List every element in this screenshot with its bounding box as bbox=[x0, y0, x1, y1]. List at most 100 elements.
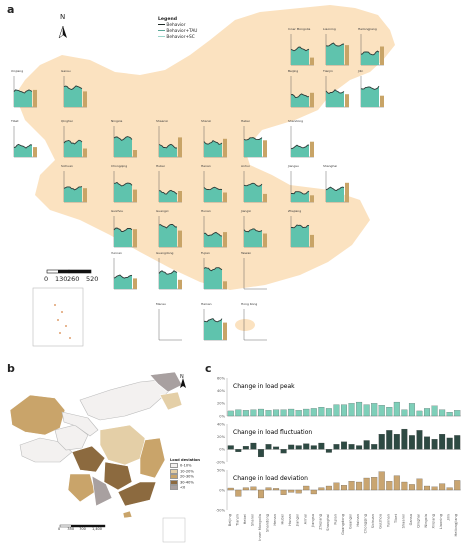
mini-chart-plot bbox=[158, 258, 182, 290]
map-b-legend-label: 20-30% bbox=[180, 474, 194, 479]
bar bbox=[265, 487, 272, 491]
mini-chart-area-sc bbox=[244, 183, 262, 202]
map-b-north-label: N bbox=[180, 374, 184, 380]
mini-chart-fujian: Fujian bbox=[200, 251, 231, 292]
bar-chart-x-tick: Hubei bbox=[281, 514, 285, 524]
mini-chart-shanxi: Shanxi bbox=[200, 119, 231, 160]
mini-chart-title: Chongqing bbox=[111, 164, 128, 168]
bar bbox=[257, 449, 264, 458]
mini-chart-xinjiang: Xinjiang bbox=[10, 69, 41, 110]
mini-chart-title: Hubei bbox=[156, 164, 165, 168]
mini-chart-beijing: Beijing bbox=[287, 69, 318, 110]
mini-chart-plot bbox=[243, 171, 267, 203]
bar bbox=[348, 481, 355, 491]
mini-chart-bar bbox=[310, 57, 314, 65]
scale-bar bbox=[46, 269, 92, 274]
bar bbox=[341, 485, 347, 491]
mini-chart-area-sc bbox=[326, 89, 344, 107]
mini-chart-area-sc bbox=[114, 182, 132, 202]
mini-chart-plot bbox=[113, 258, 137, 290]
mini-chart-area-sc bbox=[114, 228, 132, 247]
mini-chart-area-sc bbox=[204, 187, 222, 202]
mini-chart-line-behavior bbox=[325, 42, 345, 47]
bar-chart-x-tick: Shanghai bbox=[326, 514, 330, 531]
mini-chart-bar bbox=[83, 91, 87, 107]
mini-chart-plot bbox=[203, 171, 227, 203]
bar-chart-x-tick: Hunan bbox=[288, 514, 292, 526]
mini-chart-plot bbox=[325, 171, 349, 203]
mini-chart-yunnan: Yunnan bbox=[110, 251, 141, 292]
bar-chart-x-tick: Shaanxi bbox=[401, 514, 405, 528]
bar-chart-x-tick: Jiangxi bbox=[296, 514, 300, 527]
bar-chart-x-tick: Tianjin bbox=[235, 514, 239, 527]
bar bbox=[227, 487, 234, 491]
bar bbox=[363, 404, 370, 417]
bar-chart-x-tick: Shandong bbox=[266, 514, 270, 532]
province-jilin-liaoning bbox=[159, 391, 183, 411]
bar-chart-x-tick: Jilin bbox=[447, 514, 451, 521]
bar bbox=[356, 481, 363, 491]
mini-chart-line-behavior bbox=[113, 136, 133, 141]
mini-chart-bar bbox=[380, 46, 384, 65]
mini-chart-plot bbox=[243, 126, 267, 158]
mini-chart-title: Xinjiang bbox=[11, 69, 24, 73]
bar bbox=[446, 437, 453, 450]
mini-chart-plot bbox=[290, 126, 314, 158]
mini-chart-shanghai: Shanghai bbox=[322, 164, 353, 205]
mini-chart-plot bbox=[243, 258, 267, 290]
mini-chart-bar bbox=[83, 188, 87, 202]
mini-chart-axes bbox=[158, 309, 182, 341]
mini-chart-title: Hainan bbox=[201, 302, 212, 306]
map-b-legend-item: 20-30% bbox=[170, 474, 200, 480]
mini-chart-title: Jiangxi bbox=[241, 209, 251, 213]
mini-chart-bar bbox=[223, 192, 227, 202]
mini-chart-bar bbox=[133, 150, 137, 157]
bar-chart-y-tick: 20% bbox=[217, 435, 226, 439]
map-b-inset bbox=[162, 517, 186, 543]
bar bbox=[439, 434, 446, 450]
mini-chart-bar bbox=[178, 191, 182, 202]
bar bbox=[310, 489, 317, 495]
mini-chart-title: Hebei bbox=[241, 119, 250, 123]
mini-chart-area-sc bbox=[14, 89, 32, 107]
mini-chart-bar bbox=[178, 137, 182, 157]
mini-chart-title: Liaoning bbox=[323, 27, 336, 31]
bar bbox=[401, 409, 408, 417]
mini-chart-plot bbox=[158, 126, 182, 158]
mini-chart-line-behavior bbox=[203, 140, 223, 145]
mini-chart-plot bbox=[158, 171, 182, 203]
bar-chart-y-tick: -50% bbox=[216, 508, 226, 512]
bar-chart-x-tick: Hainan bbox=[356, 514, 360, 527]
bar-chart-y-tick: -20% bbox=[216, 460, 226, 464]
mini-chart-bar bbox=[263, 193, 267, 202]
mini-chart-area-sc bbox=[361, 51, 379, 65]
mini-chart-title: Ningxia bbox=[111, 119, 123, 123]
map-b-legend-swatch bbox=[170, 463, 178, 468]
mini-chart-title: Yunnan bbox=[111, 251, 122, 255]
province-sichuan bbox=[71, 445, 106, 473]
bar bbox=[295, 445, 302, 450]
mini-chart-plot bbox=[63, 76, 87, 108]
bar-chart-x-tick: Inner Mongolia bbox=[258, 514, 262, 541]
bar bbox=[250, 409, 257, 417]
mini-chart-title: Shandong bbox=[288, 119, 304, 123]
bar-chart-y-tick: 50% bbox=[217, 468, 226, 472]
south-sea-islands bbox=[54, 304, 71, 339]
mini-chart-ningxia: Ningxia bbox=[110, 119, 141, 160]
north-label: N bbox=[60, 13, 66, 21]
bar bbox=[288, 444, 295, 450]
mini-chart-line-behavior bbox=[63, 186, 83, 191]
map-b-scale-labels: 0 350 700 1,400 bbox=[58, 527, 103, 531]
legend-item-behavior: Behavior bbox=[158, 23, 197, 29]
bar bbox=[273, 488, 280, 491]
mini-chart-area-sc bbox=[159, 224, 177, 247]
bar bbox=[250, 486, 257, 491]
bar bbox=[310, 408, 317, 417]
bar bbox=[408, 435, 415, 450]
bar bbox=[273, 446, 280, 450]
mini-chart-bar bbox=[178, 230, 182, 247]
mini-chart-line-behavior bbox=[113, 274, 133, 279]
bar-chart-y-tick: 40% bbox=[217, 389, 226, 393]
bar bbox=[356, 401, 363, 417]
mini-chart-area-sc bbox=[204, 140, 222, 157]
